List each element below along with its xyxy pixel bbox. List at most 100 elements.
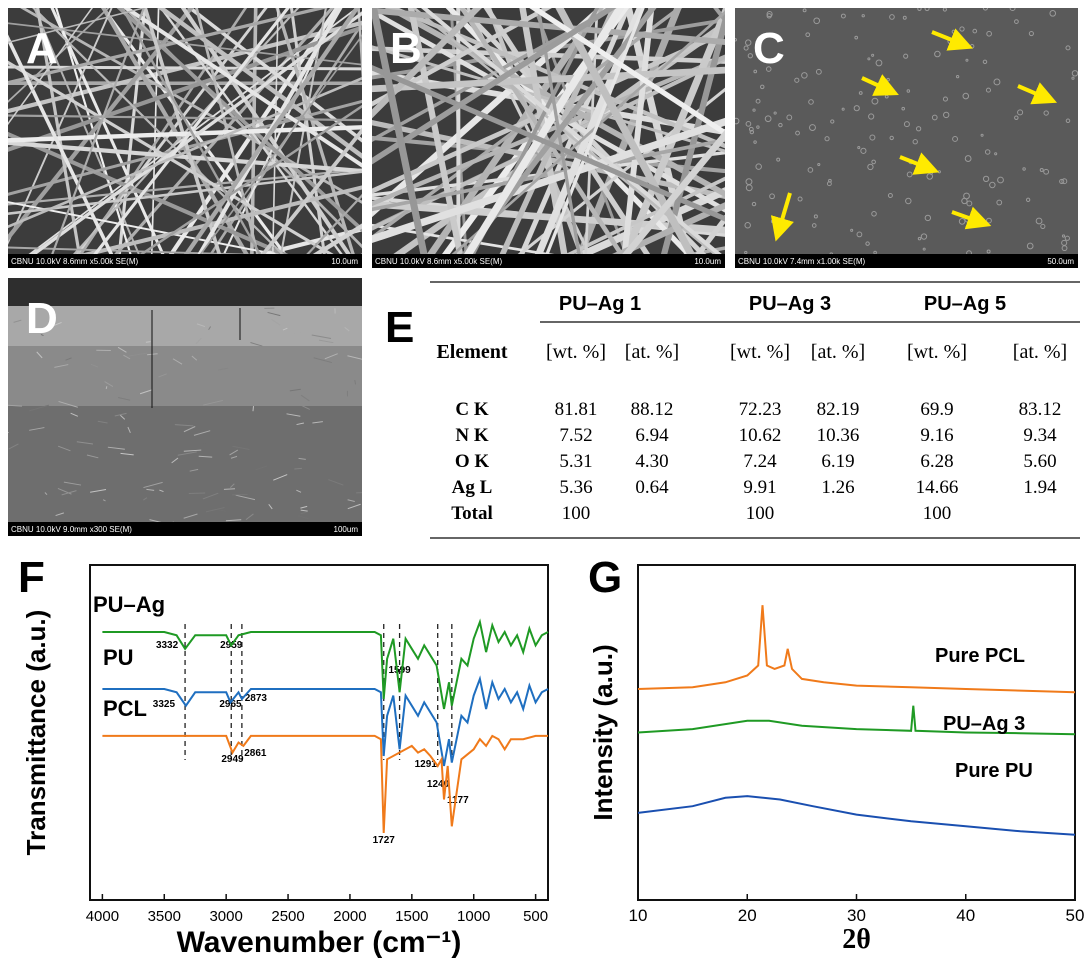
- info-text: CBNU 10.0kV 7.4mm x1.00k SE(M): [738, 257, 865, 266]
- column-header: [at. %]: [625, 341, 679, 363]
- x-tick-label: 2000: [333, 908, 366, 925]
- row-header: Total: [451, 503, 493, 524]
- peak-label: 3325: [153, 699, 176, 710]
- info-text: CBNU 10.0kV 9.0mm x300 SE(M): [11, 525, 132, 534]
- cell: 9.91: [743, 477, 776, 498]
- row-header: O K: [455, 451, 490, 472]
- fiber: [146, 342, 151, 343]
- cell: 10.36: [817, 425, 860, 446]
- cell: 81.81: [555, 399, 598, 420]
- eds-table: E PU–Ag 1 PU–Ag 3 PU–Ag 5 Element [wt. %] [at.…: [385, 282, 1080, 538]
- cell: 88.12: [631, 399, 674, 420]
- panel-label: D: [26, 294, 58, 343]
- cell: 6.28: [920, 451, 953, 472]
- cell: 1.26: [821, 477, 854, 498]
- series-label: PCL: [103, 696, 147, 721]
- panel-label: E: [385, 303, 414, 352]
- column-header: [wt. %]: [546, 341, 606, 363]
- peak-label: 3332: [156, 640, 179, 651]
- x-tick-label: 1000: [457, 908, 490, 925]
- panel-label: F: [18, 553, 45, 602]
- cell: 5.36: [559, 477, 592, 498]
- spectrum-line: [638, 796, 1075, 835]
- fiber: [294, 468, 302, 469]
- x-tick-label: 40: [956, 906, 975, 925]
- sem-background: [735, 8, 1078, 268]
- x-tick-label: 4000: [86, 908, 119, 925]
- cell: 100: [746, 503, 775, 524]
- x-tick-label: 500: [523, 908, 548, 925]
- peak-label: 1727: [373, 835, 396, 846]
- cell: 9.34: [1023, 425, 1057, 446]
- membrane-layer: [8, 346, 362, 406]
- fiber: [106, 386, 107, 389]
- cell: 7.24: [743, 451, 777, 472]
- y-axis-label: Transmittance (a.u.): [21, 610, 51, 856]
- scale-text: 10.0um: [331, 257, 358, 266]
- cell: 6.94: [635, 425, 669, 446]
- peak-label: 2949: [221, 754, 244, 765]
- row-header: N K: [455, 425, 488, 446]
- cell: 10.62: [739, 425, 782, 446]
- panel-label: C: [753, 24, 785, 73]
- column-header: [wt. %]: [907, 341, 967, 363]
- x-tick-label: 50: [1066, 906, 1085, 925]
- cell: 82.19: [817, 399, 860, 420]
- sem-images: CBNU 10.0kV 8.6mm x5.00k SE(M)10.0umACBN…: [0, 0, 1086, 652]
- spectrum-line: [102, 736, 548, 833]
- row-header: Ag L: [452, 477, 493, 498]
- row-header: C K: [455, 399, 488, 420]
- series-label: Pure PU: [955, 760, 1033, 782]
- info-text: CBNU 10.0kV 8.6mm x5.00k SE(M): [11, 257, 138, 266]
- series-label: PU–Ag: [93, 592, 165, 617]
- column-header: Element: [436, 341, 507, 363]
- scale-text: 50.0um: [1047, 257, 1074, 266]
- cell: 5.60: [1023, 451, 1056, 472]
- panel-label: A: [26, 24, 58, 73]
- scale-text: 10.0um: [694, 257, 721, 266]
- x-axis-label: Wavenumber (cm⁻¹): [177, 926, 462, 959]
- spectrum-line: [102, 622, 548, 709]
- membrane-layer: [8, 306, 362, 346]
- x-tick-label: 3000: [209, 908, 242, 925]
- column-header: [at. %]: [811, 341, 865, 363]
- charts: F4000350030002500200015001000500Wavenumb…: [18, 553, 1084, 959]
- peak-label: 2873: [245, 693, 268, 704]
- info-text: CBNU 10.0kV 8.6mm x5.00k SE(M): [375, 257, 502, 266]
- panel-label: G: [588, 553, 622, 602]
- peak-label: 2861: [244, 748, 267, 759]
- cell: 14.66: [916, 477, 959, 498]
- x-tick-label: 2500: [271, 908, 304, 925]
- group-header: PU–Ag 1: [559, 293, 641, 315]
- fiber: [224, 489, 235, 490]
- peak-label: 1599: [388, 665, 411, 676]
- column-header: [wt. %]: [730, 341, 790, 363]
- x-axis-label: 2θ: [842, 924, 871, 955]
- figure: CBNU 10.0kV 8.6mm x5.00k SE(M)10.0umACBN…: [0, 0, 1086, 964]
- cell: 100: [562, 503, 591, 524]
- series-label: Pure PCL: [935, 645, 1025, 667]
- cell: 9.16: [920, 425, 953, 446]
- cell: 6.19: [821, 451, 854, 472]
- fiber: [253, 406, 254, 411]
- y-axis-label: Intensity (a.u.): [588, 644, 618, 820]
- group-header: PU–Ag 3: [749, 293, 831, 315]
- x-tick-label: 10: [629, 906, 648, 925]
- cell: 69.9: [920, 399, 953, 420]
- cell: 5.31: [559, 451, 592, 472]
- cell: 0.64: [635, 477, 669, 498]
- fiber: [0, 432, 9, 433]
- fiber: [189, 493, 205, 494]
- group-header: PU–Ag 5: [924, 293, 1006, 315]
- series-label: PU–Ag 3: [943, 713, 1025, 735]
- sem-image: CBNU 10.0kV 7.4mm x1.00k SE(M) 50.0um C: [733, 6, 1078, 268]
- panel-label: B: [390, 24, 422, 73]
- cell: 83.12: [1019, 399, 1062, 420]
- cell: 7.52: [559, 425, 592, 446]
- sem-image: CBNU 10.0kV 9.0mm x300 SE(M) 100um D: [0, 278, 375, 537]
- scale-text: 100um: [334, 525, 359, 534]
- x-tick-label: 3500: [148, 908, 181, 925]
- cell: 72.23: [739, 399, 782, 420]
- spectrum-line: [102, 679, 548, 766]
- series-label: PU: [103, 645, 134, 670]
